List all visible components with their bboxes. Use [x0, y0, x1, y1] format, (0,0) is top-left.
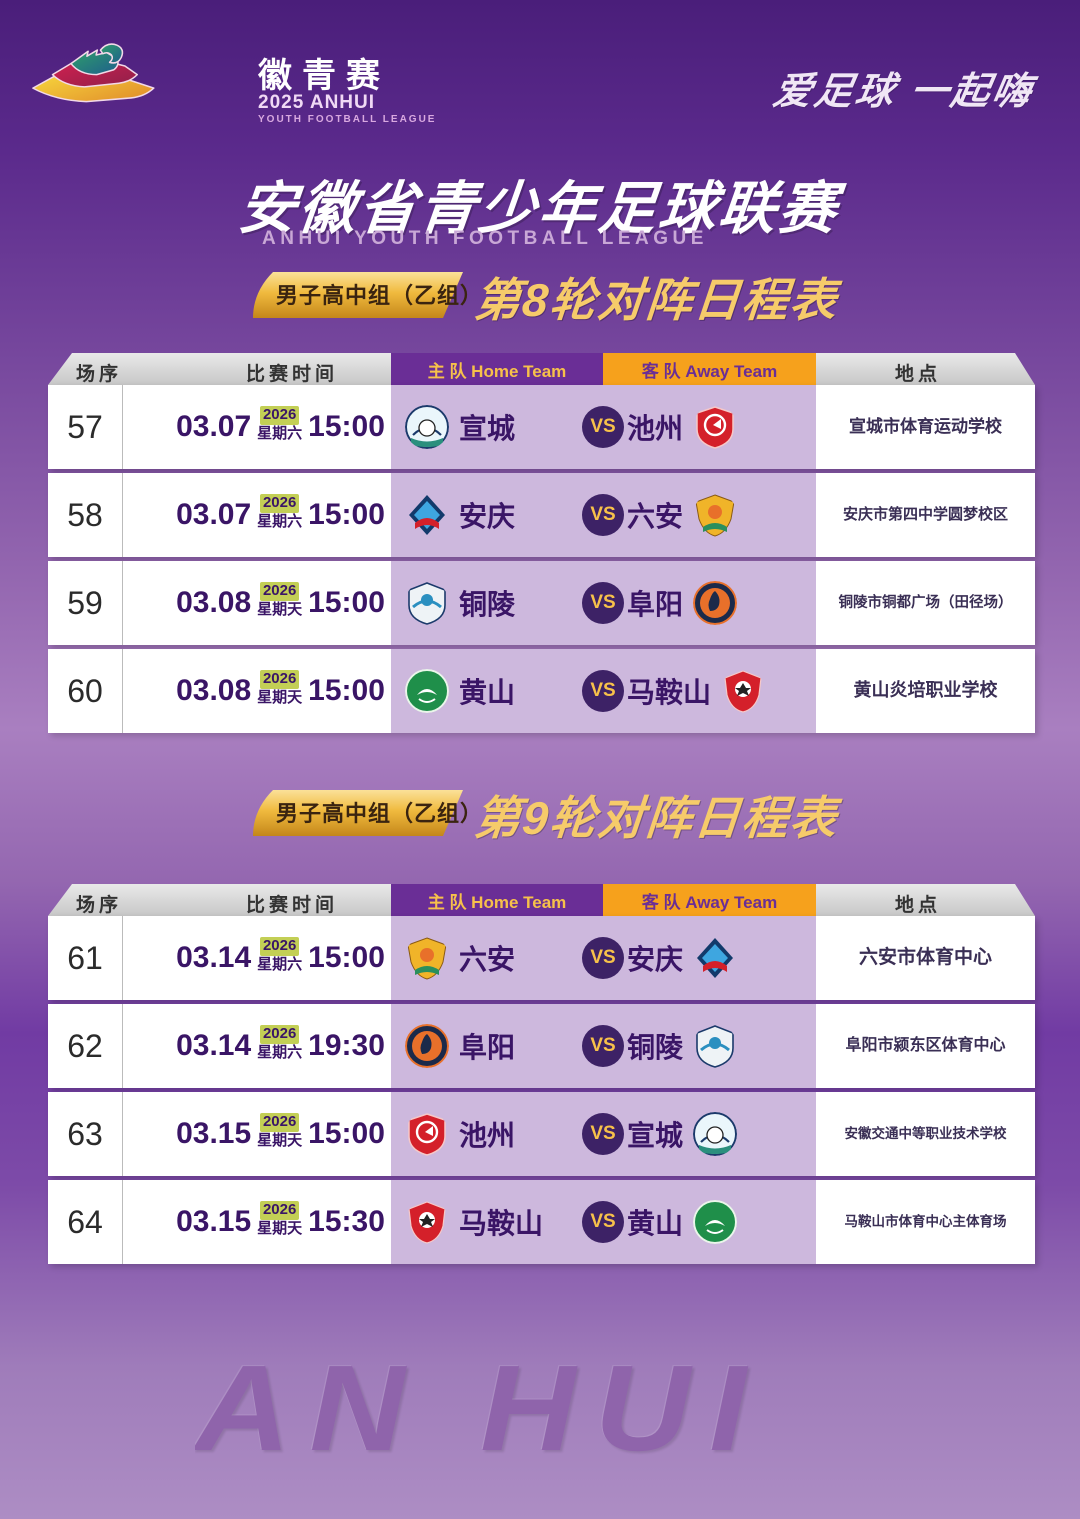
svg-text:男子高中组（乙组）: 男子高中组（乙组）: [276, 801, 483, 826]
svg-text:男子高中组（乙组）: 男子高中组（乙组）: [276, 283, 483, 308]
